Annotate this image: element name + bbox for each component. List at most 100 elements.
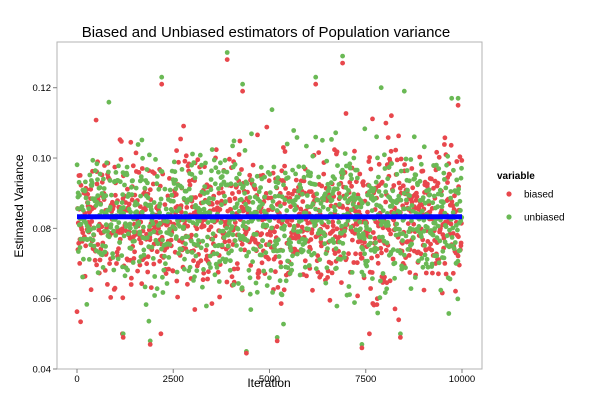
point-biased bbox=[174, 278, 180, 284]
point-unbiased bbox=[146, 318, 152, 324]
point-unbiased bbox=[345, 218, 351, 224]
point-unbiased bbox=[224, 225, 230, 231]
point-unbiased bbox=[347, 165, 353, 171]
point-unbiased bbox=[92, 168, 98, 174]
point-biased bbox=[346, 251, 351, 257]
point-unbiased bbox=[216, 279, 222, 284]
point-unbiased bbox=[144, 167, 150, 172]
point-unbiased bbox=[430, 200, 436, 206]
point-unbiased bbox=[390, 188, 396, 194]
point-unbiased bbox=[340, 241, 346, 246]
point-biased bbox=[392, 306, 398, 312]
point-unbiased bbox=[229, 210, 235, 216]
point-unbiased bbox=[248, 307, 254, 312]
point-unbiased bbox=[168, 232, 174, 238]
point-biased bbox=[330, 219, 336, 225]
point-unbiased bbox=[252, 182, 257, 188]
point-biased bbox=[113, 192, 118, 198]
point-unbiased bbox=[157, 220, 163, 226]
point-biased bbox=[170, 268, 176, 274]
point-biased bbox=[282, 201, 287, 206]
point-biased bbox=[256, 270, 262, 275]
point-unbiased bbox=[206, 200, 212, 206]
point-biased bbox=[385, 135, 391, 141]
point-unbiased bbox=[458, 208, 463, 213]
point-biased bbox=[145, 269, 151, 275]
point-unbiased bbox=[288, 240, 293, 246]
extreme-points bbox=[120, 50, 461, 356]
point-unbiased bbox=[322, 241, 328, 247]
point-unbiased bbox=[408, 286, 414, 291]
point-unbiased bbox=[384, 240, 390, 246]
point-biased bbox=[352, 148, 357, 154]
point-biased bbox=[398, 335, 403, 340]
point-unbiased bbox=[436, 166, 442, 172]
point-unbiased bbox=[116, 220, 122, 226]
point-biased bbox=[266, 178, 272, 184]
point-unbiased bbox=[162, 186, 168, 192]
point-unbiased bbox=[154, 286, 160, 292]
point-biased bbox=[250, 162, 256, 168]
point-unbiased bbox=[431, 193, 437, 199]
point-unbiased bbox=[435, 204, 441, 210]
point-unbiased bbox=[264, 283, 270, 288]
point-biased bbox=[139, 166, 145, 171]
point-unbiased bbox=[176, 251, 182, 256]
point-unbiased bbox=[261, 268, 267, 274]
point-unbiased bbox=[88, 227, 93, 233]
point-unbiased bbox=[113, 170, 119, 175]
point-unbiased bbox=[421, 228, 427, 234]
point-unbiased bbox=[430, 232, 436, 238]
x-tick-label: 5000 bbox=[259, 374, 280, 385]
point-unbiased bbox=[429, 261, 435, 267]
point-unbiased bbox=[317, 208, 323, 214]
point-biased bbox=[287, 222, 293, 228]
point-unbiased bbox=[159, 246, 164, 252]
point-unbiased bbox=[440, 248, 446, 254]
point-biased bbox=[139, 281, 145, 287]
legend-label-biased: biased bbox=[524, 190, 553, 201]
point-unbiased bbox=[160, 274, 165, 280]
point-biased bbox=[450, 231, 456, 236]
point-biased bbox=[215, 269, 221, 275]
point-biased bbox=[181, 123, 187, 129]
point-unbiased bbox=[291, 128, 297, 133]
point-unbiased bbox=[292, 202, 297, 208]
point-unbiased bbox=[404, 168, 410, 173]
point-unbiased bbox=[223, 257, 229, 262]
point-unbiased bbox=[212, 181, 218, 187]
point-unbiased bbox=[274, 208, 280, 213]
point-biased bbox=[442, 261, 448, 266]
point-unbiased bbox=[172, 169, 178, 175]
point-biased bbox=[229, 274, 235, 280]
point-unbiased bbox=[142, 284, 148, 290]
y-tick-label: 0.08 bbox=[33, 224, 52, 235]
point-biased bbox=[299, 224, 305, 230]
point-unbiased bbox=[190, 220, 196, 226]
point-unbiased bbox=[205, 234, 211, 240]
point-unbiased bbox=[342, 228, 347, 234]
point-unbiased bbox=[77, 245, 83, 250]
point-unbiased bbox=[246, 249, 252, 255]
point-biased bbox=[145, 254, 151, 260]
point-unbiased bbox=[236, 281, 241, 286]
point-biased bbox=[259, 231, 265, 237]
point-unbiased bbox=[451, 246, 457, 252]
point-unbiased bbox=[310, 201, 316, 207]
point-unbiased bbox=[179, 246, 184, 252]
point-unbiased bbox=[144, 235, 150, 241]
point-unbiased bbox=[119, 253, 125, 258]
point-unbiased bbox=[313, 266, 319, 272]
point-unbiased bbox=[151, 229, 157, 235]
point-biased bbox=[332, 251, 338, 256]
point-unbiased bbox=[306, 263, 312, 268]
point-biased bbox=[94, 181, 100, 187]
point-biased bbox=[248, 263, 254, 268]
point-unbiased bbox=[219, 202, 225, 208]
point-unbiased bbox=[289, 267, 295, 273]
point-biased bbox=[168, 237, 174, 243]
point-unbiased bbox=[318, 236, 324, 241]
point-unbiased bbox=[253, 280, 259, 286]
point-unbiased bbox=[432, 226, 438, 231]
point-biased bbox=[94, 262, 99, 268]
